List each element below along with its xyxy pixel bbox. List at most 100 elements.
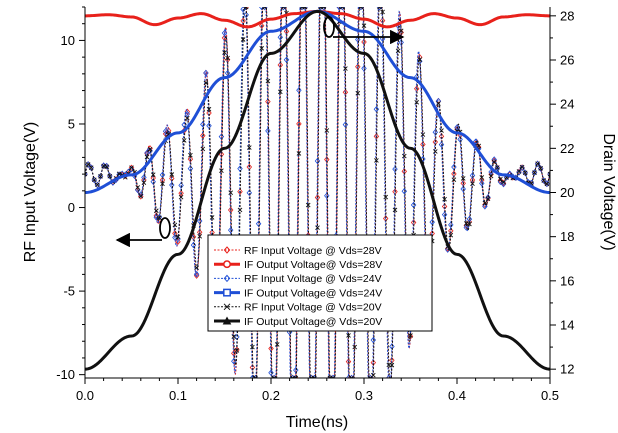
legend-label: IF Output Voltage@ Vds=24V (244, 287, 382, 299)
series-5-point (355, 90, 361, 96)
series-3-point (317, 7, 324, 11)
series-5-point (358, 7, 364, 10)
series-5-point (188, 152, 193, 158)
series-3-point (336, 7, 342, 11)
series-3-point (410, 201, 417, 209)
legend-entries: RF Input Voltage @ Vds=28V IF Output Volt… (214, 245, 382, 328)
series-5-point (352, 344, 358, 350)
legend-box (207, 234, 433, 332)
y-left-axis-title: RF Input Voltage(V) (22, 122, 39, 263)
series-3-point (162, 128, 169, 135)
series-5-point (246, 145, 252, 150)
series-layer (85, 7, 550, 378)
series-3-point (376, 7, 383, 11)
series-5-point (321, 7, 327, 10)
series-5-point (138, 193, 144, 199)
series-3-point (438, 141, 445, 148)
series-5-point (346, 333, 351, 338)
legend-entry: IF Output Voltage@ Vds=24V (214, 287, 382, 299)
series-3-point (246, 189, 253, 197)
legend-marker (223, 246, 231, 254)
series-5-point (206, 106, 212, 112)
series-5-point (104, 164, 110, 170)
series-5-point (277, 89, 283, 95)
series-3-point (339, 7, 346, 11)
series-3-point (196, 217, 203, 225)
series-3-point (190, 241, 197, 249)
axes-layer: 0.0 0.1 0.2 0.3 0.4 0.5 -10 -5 0 5 10 12 14 16 18 20 22 2… (56, 6, 574, 403)
series-5-point (274, 342, 280, 347)
series-3-point (206, 122, 212, 129)
series-5-point (209, 215, 215, 220)
series-5-point (535, 161, 540, 166)
series-3-point (541, 177, 547, 184)
series-6 (85, 9, 550, 371)
series-3-point (429, 218, 435, 226)
series-5-point (324, 128, 330, 133)
series-5-point (532, 170, 537, 175)
legend-marker (222, 316, 232, 325)
series-3-point (324, 192, 330, 199)
series-5-point (485, 196, 491, 202)
series-5-point (160, 181, 165, 187)
y-right-tick-label: 22 (560, 141, 574, 156)
series-1-point (258, 22, 265, 29)
x-tick-label: 0.3 (355, 388, 373, 403)
series-3-point (448, 221, 454, 229)
series-5-point (178, 194, 184, 200)
series-5-point (349, 375, 354, 378)
series-3-point (178, 182, 184, 189)
series-5-point (361, 23, 367, 29)
series-5-point (234, 348, 240, 353)
series-5-point (315, 225, 320, 231)
series-6-line (85, 9, 550, 371)
y-left-tick-label: -5 (63, 284, 75, 299)
legend-label: IF Output Voltage@ Vds=20V (244, 316, 382, 328)
series-3-point (420, 155, 426, 163)
series-3-point (227, 226, 234, 234)
y-right-tick-label: 26 (560, 53, 574, 68)
series-5-point (417, 57, 423, 62)
series-5-point (383, 194, 389, 200)
legend-entry: RF Input Voltage @ Vds=20V (214, 302, 382, 314)
y-right-axis-title: Drain Voltage(V) (600, 133, 617, 250)
series-2-line (85, 9, 550, 29)
series-5-point (448, 232, 454, 238)
series-5-point (380, 9, 385, 15)
series-3-point (88, 164, 94, 171)
legend-marker (223, 288, 231, 297)
series-5-point (451, 177, 457, 183)
series-3-point (203, 69, 209, 77)
series-3-point (299, 7, 305, 11)
y-right-tick-label: 16 (560, 273, 574, 288)
series-5-point (395, 48, 401, 54)
series-1-point (379, 17, 386, 24)
series-5-point (401, 153, 407, 159)
series-5-point (439, 128, 444, 133)
series-3-line (85, 7, 550, 378)
legend-label: IF Output Voltage@ Vds=28V (244, 259, 382, 271)
series-5-point (91, 177, 97, 183)
series-1-point (175, 238, 181, 245)
legend-marker (223, 303, 231, 311)
series-5-point (147, 146, 153, 152)
series-5-point (544, 181, 550, 187)
y-right-tick-label: 20 (560, 185, 574, 200)
series-5-point (501, 179, 506, 185)
axis-annotations (115, 16, 405, 248)
series-5-point (460, 176, 466, 181)
series-5-point (370, 372, 376, 378)
series-5-point (494, 165, 500, 170)
series-5-point (129, 165, 134, 171)
series-1-point (128, 164, 135, 172)
series-5-point (225, 55, 230, 61)
series-5-point (262, 7, 268, 10)
series-5-point (281, 7, 286, 10)
series-5-point (144, 154, 150, 160)
series-5-point (377, 7, 382, 10)
x-tick-label: 0.2 (262, 388, 280, 403)
series-3-point (314, 157, 321, 165)
series-3-point (494, 164, 501, 172)
series-5-point (436, 101, 441, 106)
